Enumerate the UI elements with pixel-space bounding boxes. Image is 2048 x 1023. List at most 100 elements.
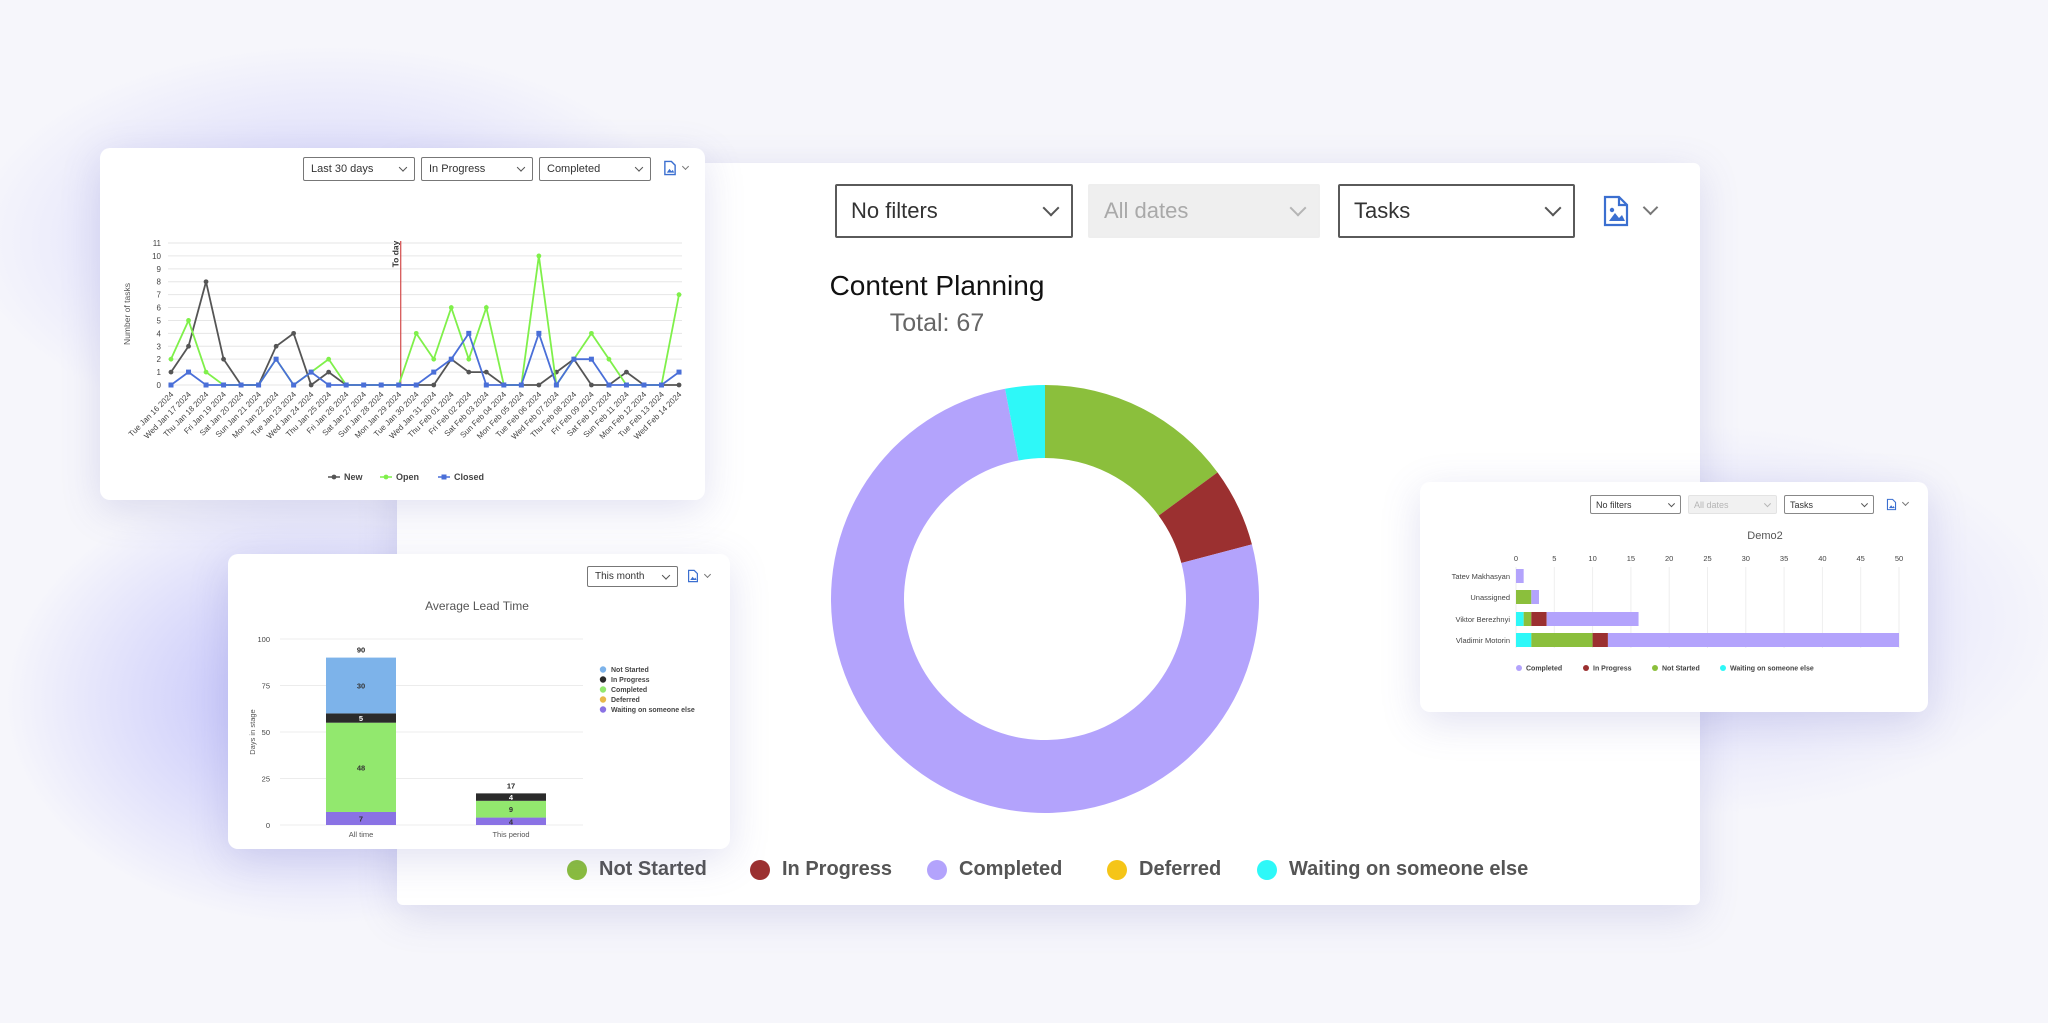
data-point	[606, 356, 612, 362]
data-point	[431, 382, 437, 388]
data-point	[203, 382, 209, 388]
export-button[interactable]	[1886, 498, 1910, 511]
data-point	[676, 292, 682, 298]
data-point	[221, 382, 227, 388]
legend-marker	[1583, 665, 1589, 671]
dates-dropdown-value: All dates	[1104, 198, 1189, 223]
data-point	[501, 382, 507, 388]
dates-dropdown[interactable]: All dates	[1088, 184, 1320, 238]
y-tick-label: 0	[266, 821, 270, 830]
data-point	[413, 382, 419, 388]
donut-slice-2	[831, 388, 1259, 813]
filter-dropdown[interactable]: No filters	[1590, 495, 1681, 514]
legend-label: New	[344, 472, 364, 482]
legend-label: Not Started	[611, 667, 649, 674]
legend-marker	[927, 859, 947, 880]
x-tick-label: 20	[1665, 554, 1673, 563]
x-tick-label: All time	[349, 830, 374, 839]
legend-item[interactable]: In Progress	[750, 858, 892, 881]
data-point	[624, 369, 629, 375]
data-point	[413, 330, 419, 336]
dates-dropdown-value: All dates	[1694, 499, 1729, 510]
data-point	[168, 369, 174, 375]
bar-segment	[1531, 612, 1547, 626]
bar-segment	[1546, 612, 1639, 626]
legend-item[interactable]: Completed	[927, 858, 1062, 881]
export-button[interactable]	[687, 569, 712, 583]
status-dropdown-2-value: Completed	[547, 163, 601, 175]
bar-segment	[1516, 569, 1524, 583]
x-tick-label: This period	[492, 830, 529, 839]
data-point	[676, 369, 682, 375]
data-point	[448, 356, 454, 362]
y-tick-label: 3	[157, 342, 162, 351]
data-point	[466, 330, 472, 336]
legend-label: Waiting on someone else	[1730, 666, 1814, 673]
data-point	[168, 382, 174, 388]
x-tick-label: 25	[1703, 554, 1711, 563]
segment-label: 9	[509, 805, 513, 814]
data-point	[466, 356, 472, 362]
period-dropdown[interactable]: This month	[587, 566, 678, 587]
period-dropdown[interactable]: Last 30 days	[303, 157, 415, 181]
y-axis-label: Days in stage	[248, 709, 257, 754]
data-point	[606, 382, 612, 388]
data-point	[571, 356, 577, 362]
y-axis-label: Number of tasks	[122, 283, 132, 345]
bar-segment	[476, 800, 546, 818]
legend-marker	[599, 676, 607, 683]
data-point	[186, 318, 191, 323]
legend-item[interactable]: Waiting on someone else	[1257, 858, 1528, 881]
export-button[interactable]	[1601, 195, 1659, 227]
x-tick-label: 35	[1780, 554, 1788, 563]
y-tick-label: 8	[157, 278, 162, 287]
legend-marker	[1516, 665, 1522, 671]
y-tick-label: 4	[157, 329, 162, 338]
data-point	[308, 369, 314, 375]
y-tick-label: 50	[262, 728, 270, 737]
status-dropdown-2[interactable]: Completed	[539, 157, 651, 181]
data-point	[536, 253, 542, 259]
legend-label: In Progress	[782, 858, 893, 880]
filter-dropdown[interactable]: No filters	[835, 184, 1073, 238]
chevron-down-icon	[1289, 199, 1307, 217]
data-point	[291, 382, 297, 388]
entity-dropdown-value: Tasks	[1790, 499, 1814, 510]
chevron-down-icon	[1042, 199, 1060, 217]
data-point	[396, 382, 402, 388]
legend-item[interactable]: Not Started	[567, 858, 707, 881]
legend-label: Completed	[611, 687, 647, 694]
legend-label: Waiting on someone else	[611, 707, 695, 714]
y-tick-label: Tatev Makhasyan	[1452, 572, 1510, 581]
y-tick-label: Unassigned	[1470, 593, 1510, 602]
chart-title: Average Lead Time	[425, 599, 529, 613]
donut-slice-0	[1045, 385, 1218, 516]
x-tick-label: 45	[1857, 554, 1865, 563]
chart-title: Demo2	[1747, 530, 1782, 542]
legend-label: Completed	[1526, 666, 1562, 673]
legend-marker	[567, 859, 587, 880]
bar-segment	[476, 793, 546, 801]
task-trend-card: Last 30 days In Progress Completed 0 1 2 3 4…	[100, 148, 705, 500]
dates-dropdown[interactable]: All dates	[1688, 495, 1777, 514]
legend-item[interactable]: Deferred	[1107, 858, 1221, 881]
export-image-icon	[664, 160, 676, 176]
export-button[interactable]	[663, 160, 690, 176]
legend-marker	[441, 474, 447, 480]
segment-label: 4	[509, 793, 514, 802]
entity-dropdown[interactable]: Tasks	[1784, 495, 1874, 514]
bar-total-label: 17	[507, 781, 515, 790]
legend-marker	[599, 686, 607, 693]
donut-chart	[831, 385, 1259, 813]
legend-marker	[599, 696, 607, 703]
period-dropdown-value: This month	[595, 571, 645, 582]
data-point	[483, 382, 489, 388]
export-image-icon	[1603, 195, 1629, 227]
data-point	[676, 382, 682, 388]
status-dropdown-1[interactable]: In Progress	[421, 157, 533, 181]
data-point	[518, 382, 524, 388]
entity-dropdown[interactable]: Tasks	[1338, 184, 1575, 238]
data-point	[483, 305, 489, 310]
data-point	[308, 382, 314, 388]
